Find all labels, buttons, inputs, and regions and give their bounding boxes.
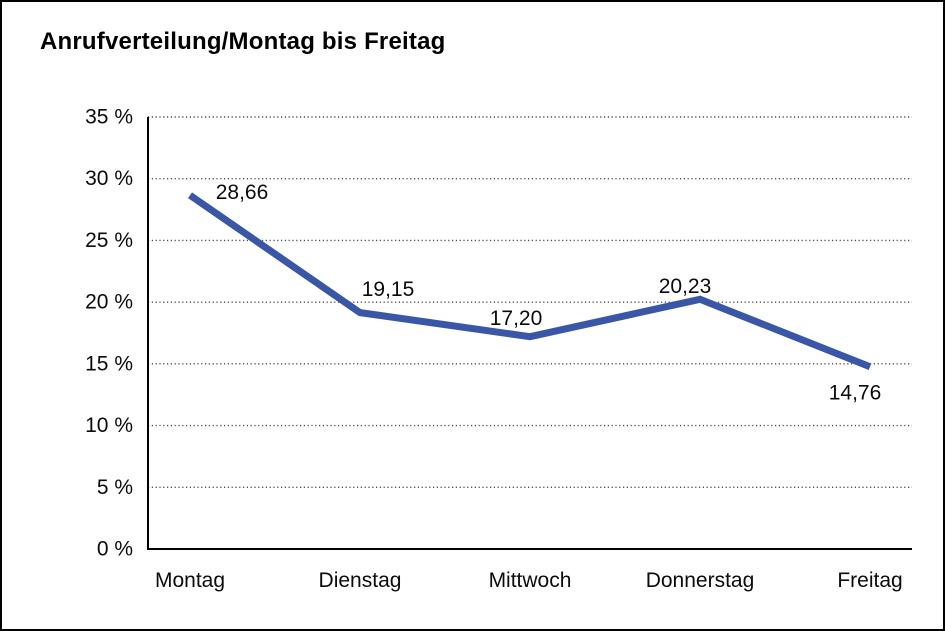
- x-axis-label-dienstag: Dienstag: [319, 569, 402, 592]
- y-axis-tick-label: 5 %: [97, 476, 133, 499]
- data-label-montag: 28,66: [216, 181, 269, 204]
- y-axis-tick-label: 20 %: [85, 291, 133, 314]
- data-label-donnerstag: 20,23: [659, 275, 712, 298]
- x-axis-label-mittwoch: Mittwoch: [489, 569, 572, 592]
- x-axis-label-montag: Montag: [155, 569, 225, 592]
- chart-title: Anrufverteilung/Montag bis Freitag: [40, 28, 446, 55]
- data-label-dienstag: 19,15: [362, 278, 415, 301]
- data-label-mittwoch: 17,20: [490, 307, 543, 330]
- data-label-freitag: 14,76: [829, 381, 882, 404]
- y-axis-tick-label: 25 %: [85, 229, 133, 252]
- y-axis-tick-label: 15 %: [85, 352, 133, 375]
- x-axis-label-freitag: Freitag: [837, 569, 902, 592]
- data-line: [188, 192, 872, 371]
- axis-lines: [147, 117, 912, 550]
- y-axis-tick-label: 35 %: [85, 106, 133, 129]
- y-axis-tick-label: 10 %: [85, 414, 133, 437]
- y-axis-tick-label: 30 %: [85, 167, 133, 190]
- y-axis-tick-label: 0 %: [97, 538, 133, 561]
- x-axis-label-donnerstag: Donnerstag: [646, 569, 755, 592]
